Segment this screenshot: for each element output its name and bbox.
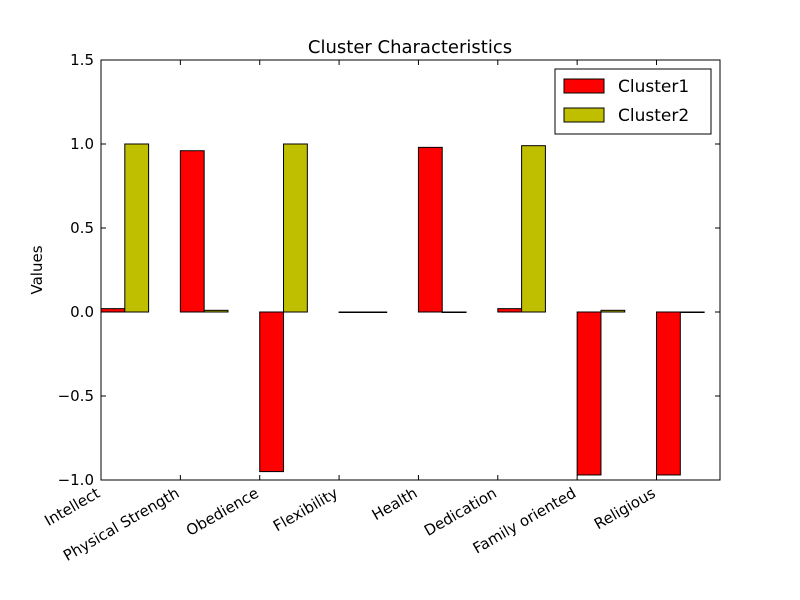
bar-cluster1-flexibility [338, 311, 364, 313]
bar-cluster2-religious [679, 311, 705, 313]
chart-title: Cluster Characteristics [308, 37, 512, 58]
legend-label-cluster1: Cluster1 [618, 77, 689, 97]
legend-swatch-cluster1 [563, 78, 605, 94]
y-axis-ticks: −1.0 −0.5 0.0 0.5 1.0 1.5 [58, 51, 720, 489]
legend: Cluster1 Cluster2 [554, 68, 712, 135]
y-tick-label: 0.5 [70, 219, 94, 237]
y-tick-label: −0.5 [58, 387, 94, 405]
bar-cluster2-flexibility [362, 311, 388, 313]
bar-cluster1-family-oriented [576, 311, 602, 476]
axes-frame [100, 59, 721, 481]
y-tick-label: −1.0 [58, 471, 94, 489]
legend-label-cluster2: Cluster2 [618, 106, 689, 126]
y-tick-label: 0.0 [70, 303, 94, 321]
bar-cluster2-intellect [124, 143, 150, 313]
y-tick-label: 1.0 [70, 135, 94, 153]
bar-cluster1-intellect [100, 308, 126, 313]
y-axis-label: Values [28, 245, 46, 294]
legend-swatch-cluster2 [563, 107, 605, 123]
bar-cluster2-dedication [521, 145, 546, 313]
plot-area [100, 143, 705, 476]
bar-cluster2-physical-strength [203, 309, 229, 313]
bar-cluster2-family-oriented [600, 309, 626, 313]
bar-cluster2-obedience [283, 143, 308, 313]
bar-cluster2-health [441, 311, 467, 313]
bar-cluster1-health [417, 146, 443, 313]
bar-cluster1-physical-strength [179, 150, 205, 313]
y-tick-label: 1.5 [70, 51, 94, 69]
bar-cluster1-obedience [259, 311, 285, 473]
bar-cluster1-dedication [497, 308, 523, 313]
bar-cluster1-religious [656, 311, 681, 476]
